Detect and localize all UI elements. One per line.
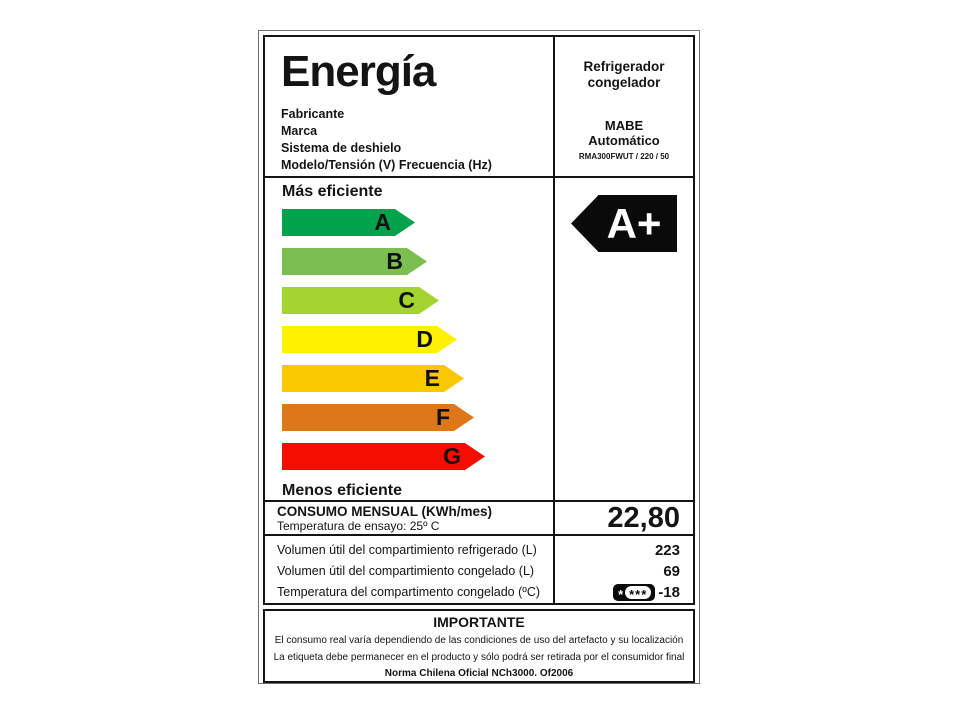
importante-line: El consumo real varía dependiendo de las… (274, 635, 684, 646)
rating-value: A+ (606, 199, 662, 247)
detail-value-text: 69 (663, 563, 680, 580)
detail-values: 223 69 * *** -18 (555, 536, 693, 603)
brand-block: MABE Automático RMA300FWUT / 220 / 50 (555, 118, 693, 161)
most-efficient-label: Más eficiente (282, 183, 383, 200)
detail-label: Volumen útil del compartimiento refriger… (277, 543, 537, 557)
detail-value: * *** -18 (555, 582, 680, 603)
model-voltage-frequency: RMA300FWUT / 220 / 50 (578, 152, 670, 161)
grade-letter: G (443, 443, 461, 469)
grade-bar-e: E (282, 365, 464, 392)
star-icon: * (618, 586, 624, 602)
header-field-label: Sistema de deshielo (281, 141, 402, 156)
grade-letter: D (416, 326, 433, 352)
defrost-system-value: Automático (588, 133, 660, 148)
grade-bar-row: C (282, 287, 553, 314)
grade-letter: A (374, 209, 391, 235)
grade-letter: C (398, 287, 415, 313)
consumption-labels: CONSUMO MENSUAL (KWh/mes) Temperatura de… (265, 502, 555, 534)
detail-label: Temperatura del compartimento congelado … (277, 585, 541, 599)
importante-line: La etiqueta debe permanecer en el produc… (273, 652, 685, 663)
rating-badge: A+ (571, 195, 677, 252)
grade-bar-c: C (282, 287, 439, 314)
freezer-stars-badge: * *** (613, 584, 656, 602)
header-field-label: Fabricante (281, 107, 345, 122)
consumption-title: CONSUMO MENSUAL (KWh/mes) (277, 504, 493, 519)
norm-reference: Norma Chilena Oficial NCh3000. Of2006 (384, 668, 574, 679)
grade-letter: E (424, 365, 440, 391)
label-main-box: Energía Fabricante Marca Sistema de deshie… (263, 35, 695, 605)
header-right: Refrigerador congelador MABE Automático … (555, 37, 693, 176)
grade-bar-d: D (282, 326, 457, 353)
least-efficient-label: Menos eficiente (282, 482, 403, 499)
header-field-labels: Fabricante Marca Sistema de deshielo Modelo… (281, 106, 543, 174)
grade-letter: B (386, 248, 403, 274)
test-temperature-label: Temperatura de ensayo: 25º C (277, 519, 440, 533)
brand-name: MABE (604, 118, 644, 133)
grade-bar-row: G (282, 443, 553, 470)
detail-value: 69 (555, 561, 680, 582)
header-field-label: Modelo/Tensión (V) Frecuencia (Hz) (281, 158, 492, 173)
header-field-label: Marca (281, 124, 318, 139)
detail-value: 223 (555, 540, 680, 561)
grade-bar-g: G (282, 443, 485, 470)
importante-lines: El consumo real varía dependiendo de las… (265, 634, 693, 665)
grade-bar-b: B (282, 248, 427, 275)
grade-bar-a: A (282, 209, 415, 236)
consumption-section: CONSUMO MENSUAL (KWh/mes) Temperatura de… (265, 502, 693, 536)
detail-labels: Volumen útil del compartimiento refriger… (265, 536, 555, 603)
grade-bar-row: A (282, 209, 553, 236)
detail-value-text: 223 (654, 542, 680, 559)
grade-bar-row: E (282, 365, 553, 392)
header-left: Energía Fabricante Marca Sistema de deshie… (265, 37, 555, 176)
grade-bar-f: F (282, 404, 474, 431)
three-stars-icon: *** (629, 586, 648, 602)
grade-bar-row: F (282, 404, 553, 431)
consumption-value: 22,80 (607, 501, 680, 534)
detail-label: Volumen útil del compartimiento congelad… (277, 564, 535, 578)
importante-box: IMPORTANTE El consumo real varía dependi… (263, 609, 695, 683)
stars-pill: *** (625, 586, 652, 602)
grade-letter: F (435, 404, 450, 430)
header-section: Energía Fabricante Marca Sistema de deshie… (265, 37, 693, 178)
details-section: Volumen útil del compartimiento refriger… (265, 536, 693, 603)
importante-title: IMPORTANTE (433, 614, 525, 630)
rating-column: A+ (555, 178, 693, 500)
grade-bar-row: B (282, 248, 553, 275)
label-title: Energía (281, 47, 436, 96)
energy-label: Energía Fabricante Marca Sistema de deshie… (258, 30, 700, 684)
grade-bar-row: D (282, 326, 553, 353)
detail-value-text: -18 (658, 584, 680, 601)
product-type: Refrigerador congelador (583, 59, 665, 90)
